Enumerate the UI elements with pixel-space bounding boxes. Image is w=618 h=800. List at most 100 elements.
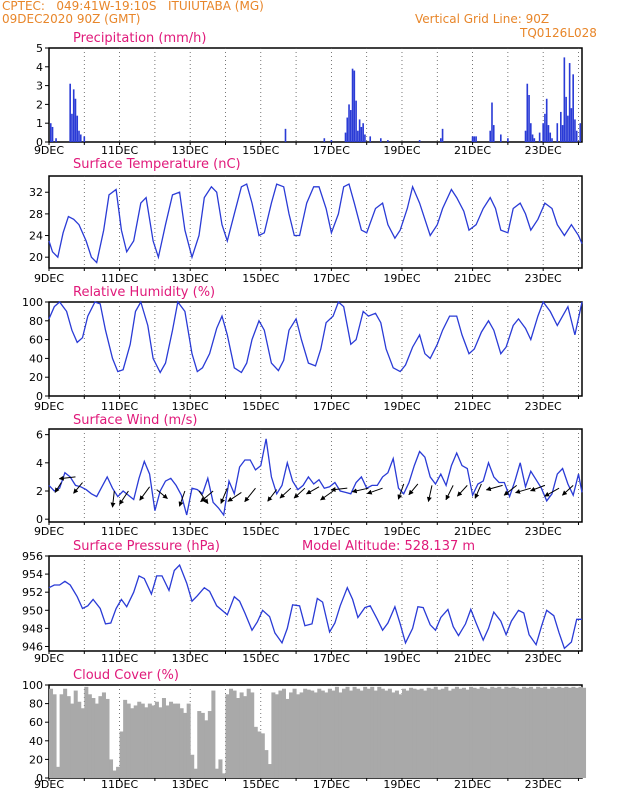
- cloud-bar: [310, 690, 315, 778]
- cloud-bar: [444, 686, 449, 778]
- panel-title: Cloud Cover (%): [73, 668, 179, 683]
- cloud-bar: [147, 703, 152, 778]
- y-tick-label: 100: [22, 679, 43, 692]
- cloud-bar: [514, 687, 519, 778]
- precip-bar: [568, 63, 571, 142]
- cloud-bar: [483, 687, 488, 778]
- wind-arrow: [457, 485, 468, 497]
- wind-arrow: [503, 484, 518, 496]
- cloud-bar: [207, 711, 212, 778]
- cloud-bar: [458, 688, 463, 778]
- x-tick-label: 21DEC: [454, 272, 491, 285]
- cloud-bar: [440, 688, 445, 778]
- cloud-bar: [285, 698, 290, 778]
- cloud-bar: [532, 688, 537, 778]
- x-tick-label: 11DEC: [101, 272, 138, 285]
- precip-bar: [79, 134, 82, 142]
- x-tick-label: 13DEC: [172, 272, 209, 285]
- wind-arrow: [544, 487, 560, 497]
- precip-bar: [500, 134, 502, 142]
- precip-bar: [72, 89, 75, 142]
- cloud-bar: [77, 701, 82, 778]
- cloud-bar: [504, 686, 509, 778]
- cloud-bar: [472, 687, 477, 778]
- y-tick-label: 40: [29, 352, 43, 365]
- precip-bar: [348, 104, 350, 142]
- precip-bar: [330, 140, 333, 142]
- cloud-bar: [426, 687, 431, 778]
- precip-bar: [533, 138, 536, 142]
- wind-arrow: [445, 485, 454, 501]
- cloud-bar: [63, 688, 68, 778]
- cloud-bar: [338, 692, 343, 778]
- cloud-bar: [391, 692, 396, 778]
- wind-arrow: [330, 487, 348, 492]
- precip-bar: [526, 83, 529, 142]
- cloud-bar: [94, 703, 99, 778]
- precip-bar: [344, 132, 347, 142]
- wind-series-line: [48, 438, 583, 517]
- y-tick-label: 3: [36, 80, 43, 93]
- cloud-bar: [112, 770, 117, 778]
- precip-bar: [560, 111, 562, 142]
- wind-arrow: [227, 491, 242, 502]
- x-tick-label: 13DEC: [172, 778, 209, 791]
- precip-bar: [471, 136, 474, 142]
- y-tick-label: 4: [36, 61, 43, 74]
- cloud-bar: [137, 701, 142, 778]
- cloud-bar: [419, 688, 424, 778]
- wind-arrow: [305, 486, 320, 495]
- x-tick-label: 11DEC: [101, 525, 138, 538]
- precip-bar: [473, 136, 476, 142]
- cloud-bar: [560, 687, 565, 778]
- cloud-bar: [465, 689, 470, 778]
- wind-arrow: [562, 484, 574, 496]
- cloud-bar: [158, 707, 163, 778]
- precip-bar: [542, 123, 544, 142]
- precip-bar: [545, 98, 548, 142]
- cloud-bar: [384, 690, 389, 778]
- x-tick-label: 11DEC: [101, 400, 138, 413]
- cloud-bar: [274, 694, 279, 778]
- precip-bar: [574, 119, 576, 142]
- cloud-bar: [190, 754, 195, 778]
- precip-bar: [538, 132, 541, 142]
- cloud-bar: [331, 690, 336, 778]
- cloud-bar: [490, 686, 495, 778]
- panel-title: Surface Temperature (nC): [73, 157, 241, 172]
- x-tick-label: 19DEC: [383, 525, 420, 538]
- cloud-bar: [172, 703, 177, 778]
- cloud-bar: [84, 686, 89, 778]
- cloud-bar: [380, 688, 385, 778]
- y-tick-label: 1: [36, 117, 43, 130]
- wind-arrow: [320, 490, 334, 501]
- y-tick-label: 100: [22, 296, 43, 309]
- cloud-bar: [387, 688, 392, 778]
- panel-title: Surface Pressure (hPa): [73, 539, 220, 554]
- x-tick-label: 15DEC: [242, 778, 279, 791]
- precip-bar: [563, 57, 566, 142]
- panel-wind: Surface Wind (m/s) 0 2 4 6 9DEC 11DEC 13DEC 15DE…: [34, 413, 583, 538]
- wind-arrow: [397, 483, 405, 500]
- cloud-bar: [260, 733, 265, 778]
- x-tick-label: 11DEC: [101, 778, 138, 791]
- precip-bar: [358, 119, 361, 142]
- precip-bar: [524, 130, 527, 142]
- x-tick-label: 13DEC: [172, 652, 209, 665]
- y-tick-label: 0: [36, 136, 43, 149]
- wind-arrow: [293, 487, 306, 499]
- pres-series-line: [48, 563, 582, 650]
- y-tick-label: 24: [29, 230, 43, 243]
- precip-bar: [549, 132, 552, 142]
- cloud-bar: [232, 690, 237, 778]
- cloud-bar: [334, 686, 339, 778]
- cloud-bar: [303, 688, 308, 778]
- cloud-bar: [370, 686, 375, 778]
- cloud-bar: [200, 712, 205, 778]
- cloud-bar: [52, 694, 57, 778]
- precip-bar: [69, 83, 71, 142]
- precip-bar: [346, 117, 349, 142]
- y-tick-label: 80: [29, 315, 43, 328]
- rh-series-line: [48, 300, 583, 374]
